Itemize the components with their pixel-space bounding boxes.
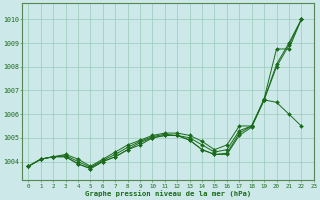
X-axis label: Graphe pression niveau de la mer (hPa): Graphe pression niveau de la mer (hPa)	[85, 190, 251, 197]
